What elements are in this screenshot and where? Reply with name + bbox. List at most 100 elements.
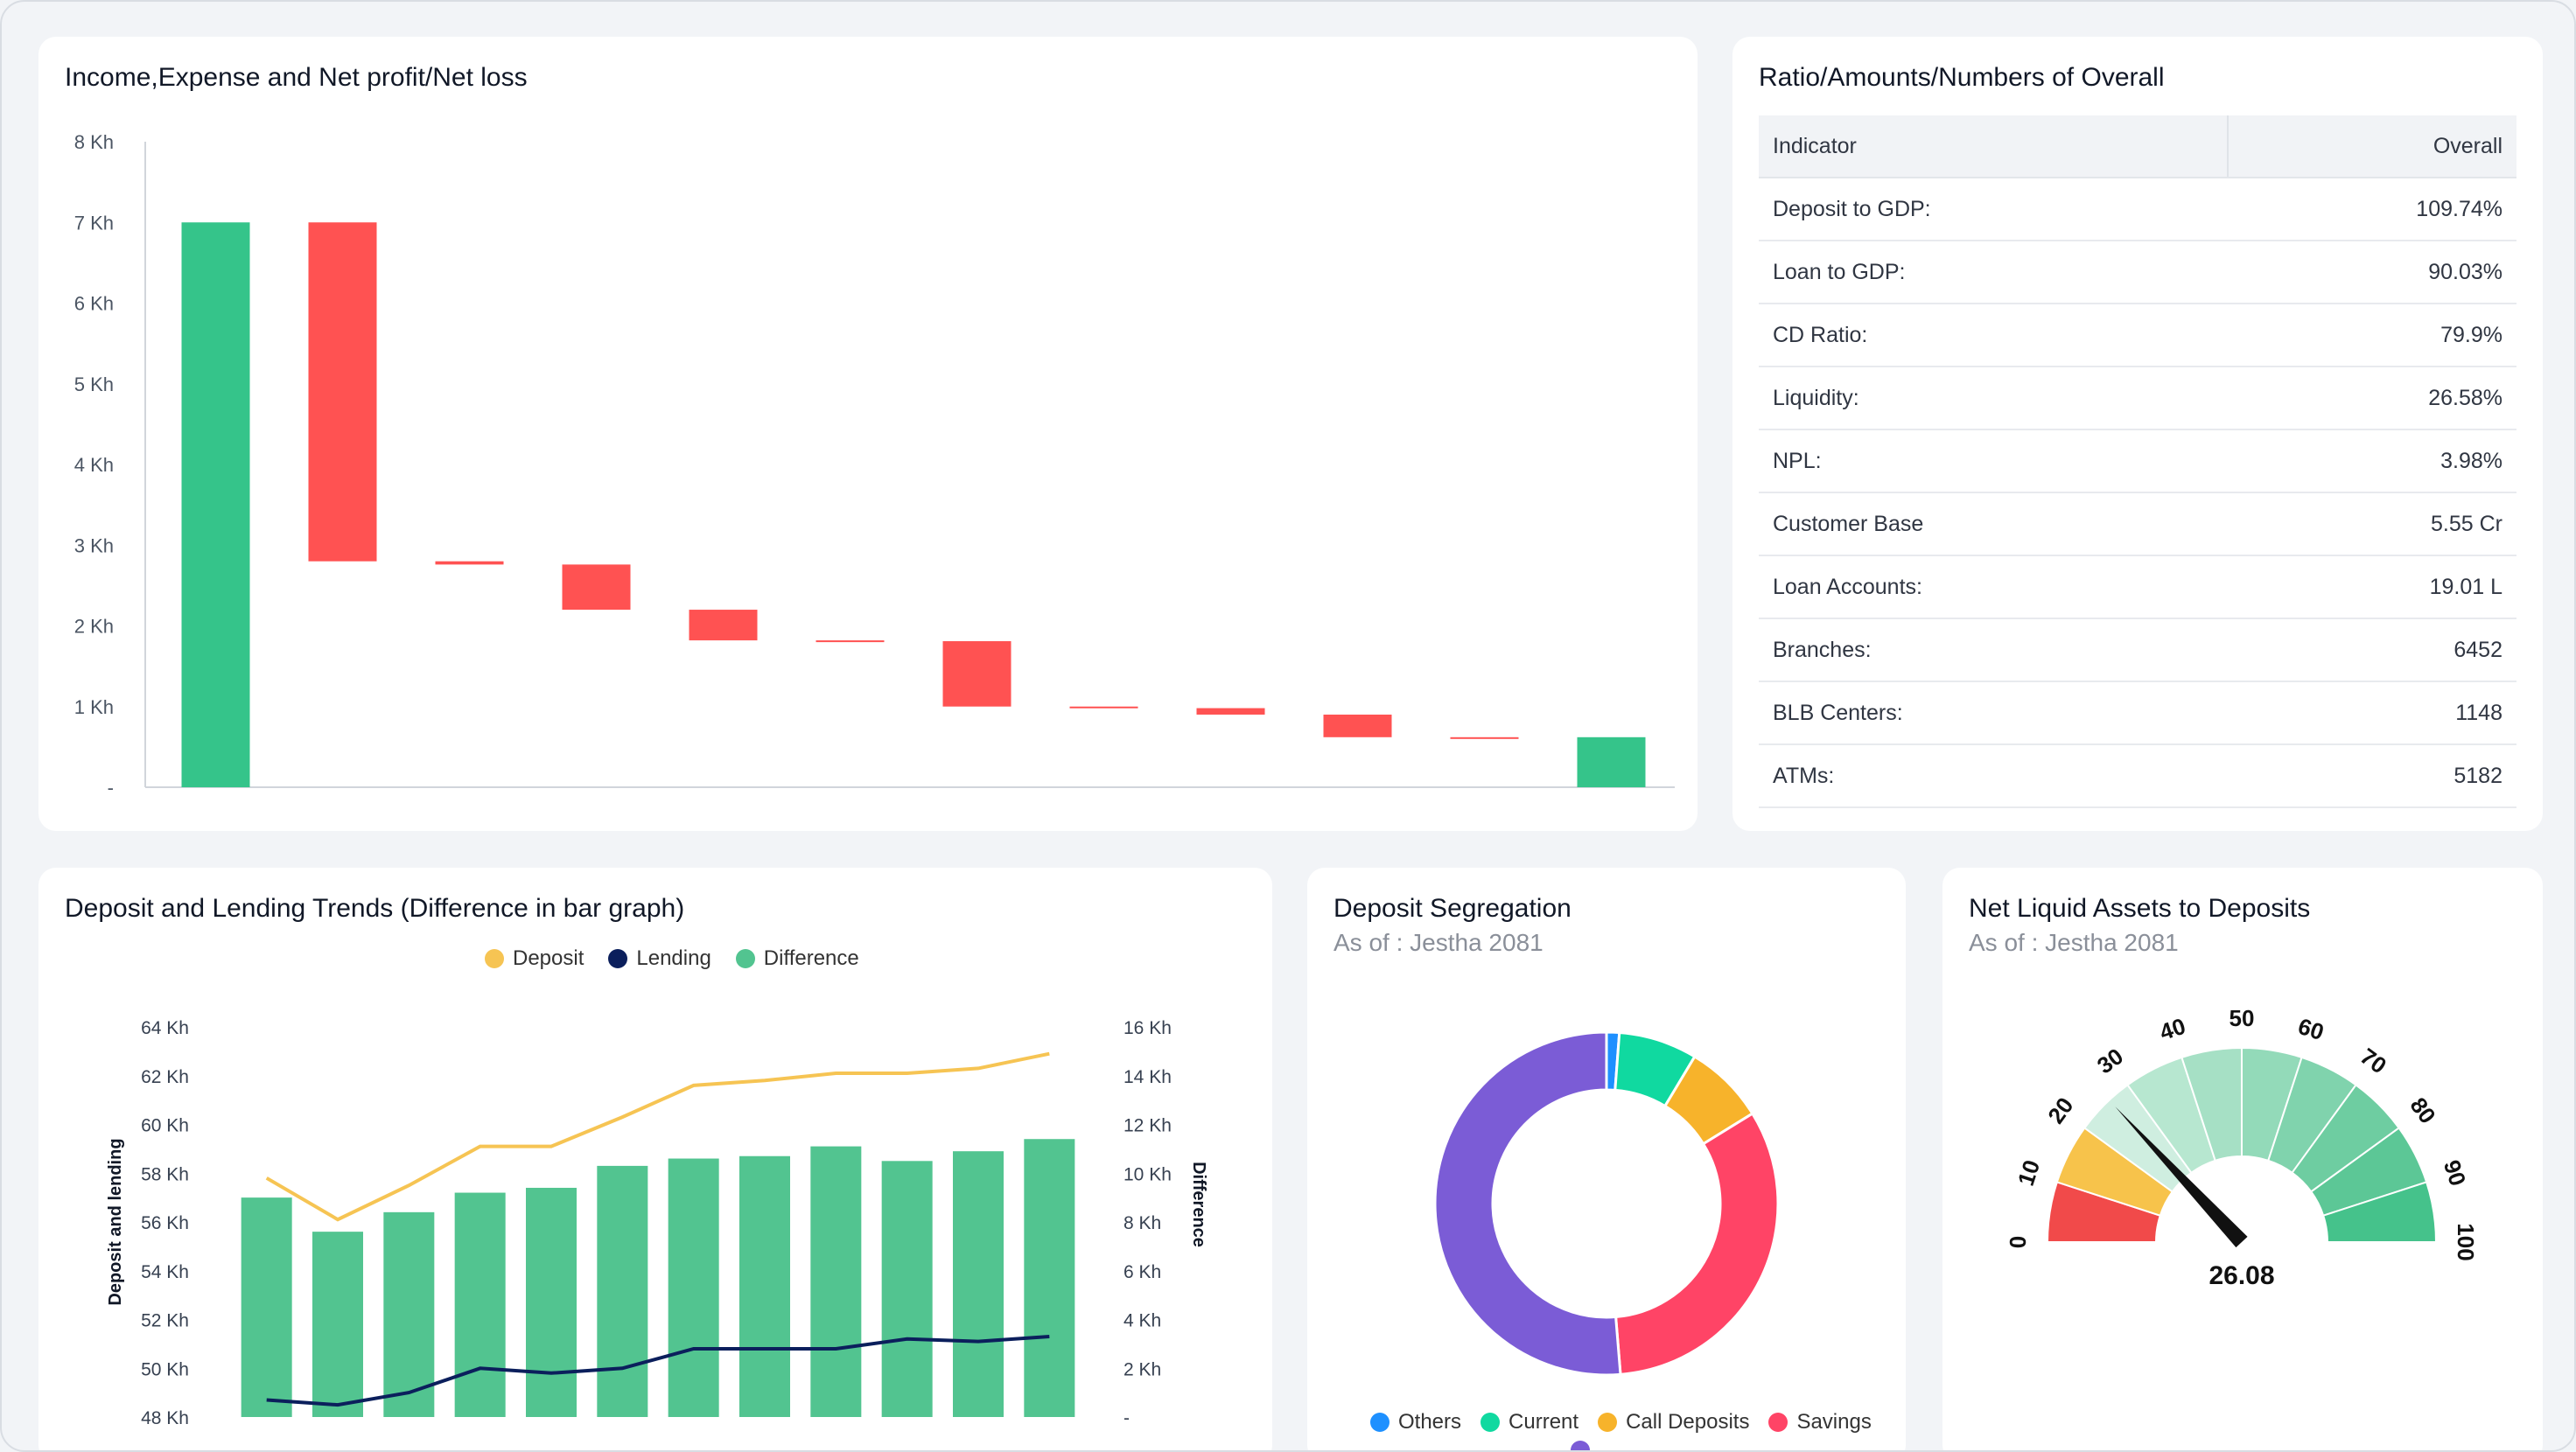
y-tick-label: 6 Kh bbox=[74, 293, 114, 315]
y-left-tick-label: 58 Kh bbox=[141, 1164, 189, 1184]
y-right-tick-label: - bbox=[1124, 1408, 1130, 1428]
table-row: Loan to GDP: 90.03% bbox=[1759, 241, 2516, 304]
legend-item-lending[interactable]: Lending bbox=[608, 946, 711, 971]
legend-dot-others bbox=[1370, 1413, 1390, 1432]
overall-value-cell: 1148 bbox=[2228, 681, 2516, 745]
y-right-tick-label: 10 Kh bbox=[1124, 1164, 1172, 1184]
y-tick-label: 1 Kh bbox=[74, 696, 114, 718]
table-row: Customer Base 5.55 Cr bbox=[1759, 492, 2516, 556]
legend-item-call-deposits[interactable]: Call Deposits bbox=[1598, 1410, 1749, 1435]
gauge-value-label: 26.08 bbox=[2208, 1261, 2274, 1290]
y-right-tick-label: 14 Kh bbox=[1124, 1067, 1172, 1087]
legend-dot-deposit bbox=[485, 949, 504, 968]
table-row: Liquidity: 26.58% bbox=[1759, 366, 2516, 430]
difference-bar bbox=[383, 1211, 435, 1417]
income-expense-card: Income,Expense and Net profit/Net loss 8… bbox=[38, 37, 1698, 831]
ratio-table: Indicator Overall Deposit to GDP: 109.74%… bbox=[1759, 115, 2516, 808]
y-tick-label: 3 Kh bbox=[74, 534, 114, 556]
overall-value-cell: 90.03% bbox=[2228, 241, 2516, 304]
deposit-segregation-card: Deposit Segregation As of : Jestha 2081 … bbox=[1307, 868, 1906, 1450]
donut-slice-fixed bbox=[1433, 1030, 1622, 1377]
y-tick-label: - bbox=[108, 777, 114, 799]
deposit-line bbox=[265, 1051, 1050, 1222]
y-left-tick-label: 50 Kh bbox=[141, 1359, 189, 1379]
table-row: NPL: 3.98% bbox=[1759, 429, 2516, 493]
waterfall-bar-expense bbox=[562, 564, 631, 611]
y-right-axis-title: Difference bbox=[1189, 1162, 1208, 1247]
legend-label-lending: Lending bbox=[636, 946, 711, 970]
y-left-tick-label: 56 Kh bbox=[141, 1213, 189, 1233]
gauge-tick-label: 10 bbox=[2012, 1157, 2045, 1190]
indicator-cell: ATMs: bbox=[1759, 744, 2229, 808]
segregation-subtitle: As of : Jestha 2081 bbox=[1334, 929, 1544, 956]
segregation-donut-chart bbox=[1433, 1030, 1780, 1450]
y-right-tick-label: 4 Kh bbox=[1124, 1311, 1161, 1331]
waterfall-bar-income bbox=[1577, 736, 1646, 787]
overall-value-cell: 5.55 Cr bbox=[2228, 492, 2516, 556]
waterfall-bar-expense bbox=[308, 222, 377, 562]
legend-item-others[interactable]: Others bbox=[1370, 1410, 1461, 1435]
overall-value-cell: 6452 bbox=[2228, 618, 2516, 682]
y-left-tick-label: 64 Kh bbox=[141, 1018, 189, 1038]
indicator-cell: Customer Base bbox=[1759, 492, 2229, 556]
ratio-table-header-row: Indicator Overall bbox=[1759, 115, 2516, 178]
gauge-tick-label: 30 bbox=[2092, 1043, 2128, 1079]
indicator-cell: Loan Accounts: bbox=[1759, 555, 2229, 619]
legend-item-savings[interactable]: Savings bbox=[1768, 1410, 1872, 1435]
indicator-cell: BLB Centers: bbox=[1759, 681, 2229, 745]
y-tick-label: 5 Kh bbox=[74, 373, 114, 395]
y-tick-label: 4 Kh bbox=[74, 454, 114, 476]
legend-dot-current bbox=[1480, 1413, 1501, 1432]
y-right-tick-label: 6 Kh bbox=[1124, 1262, 1161, 1282]
gauge-tick-label: 20 bbox=[2042, 1092, 2078, 1128]
y-right-tick-label: 12 Kh bbox=[1124, 1116, 1172, 1136]
legend-dot-difference bbox=[735, 949, 755, 968]
segregation-legend: Others Current Call Deposits Savings bbox=[1370, 1410, 1872, 1435]
legend-label-savings: Savings bbox=[1796, 1410, 1872, 1434]
table-row: ATMs: 5182 bbox=[1759, 744, 2516, 808]
legend-dot-lending bbox=[608, 949, 628, 968]
y-left-tick-label: 60 Kh bbox=[141, 1116, 189, 1136]
overall-value-cell: 3.98% bbox=[2228, 429, 2516, 493]
lending-line bbox=[266, 1335, 1050, 1407]
y-left-tick-label: 52 Kh bbox=[141, 1311, 189, 1331]
legend-item-current[interactable]: Current bbox=[1480, 1410, 1578, 1435]
legend-item-difference[interactable]: Difference bbox=[735, 946, 859, 971]
table-row: BLB Centers: 1148 bbox=[1759, 681, 2516, 745]
indicator-cell: NPL: bbox=[1759, 429, 2229, 493]
liquid-gauge-chart: 0 10 20 30 40 50 60 70 80 90 100 26.08 bbox=[2005, 1005, 2479, 1290]
waterfall-bar-expense bbox=[942, 641, 1012, 707]
gauge-tick-label: 60 bbox=[2295, 1013, 2328, 1045]
difference-bar bbox=[1024, 1139, 1075, 1417]
y-left-tick-label: 48 Kh bbox=[141, 1408, 189, 1428]
trends-chart: 64 Kh 62 Kh 60 Kh 58 Kh 56 Kh 54 Kh 52 Kh 50 Kh… bbox=[106, 1018, 1208, 1428]
ratio-table-card: Ratio/Amounts/Numbers of Overall Indicat… bbox=[1732, 37, 2543, 831]
table-row: Loan Accounts: 19.01 L bbox=[1759, 555, 2516, 619]
gauge-tick-label: 100 bbox=[2453, 1223, 2479, 1260]
legend-item-deposit[interactable]: Deposit bbox=[485, 946, 584, 971]
indicator-cell: Branches: bbox=[1759, 618, 2229, 682]
legend-label-others: Others bbox=[1398, 1410, 1462, 1434]
y-right-tick-label: 16 Kh bbox=[1124, 1018, 1172, 1038]
difference-bar bbox=[526, 1187, 577, 1417]
legend-dot-fixed bbox=[1571, 1441, 1590, 1450]
donut-slice-savings bbox=[1614, 1112, 1780, 1376]
legend-label-deposit: Deposit bbox=[513, 946, 584, 970]
waterfall-bar-expense bbox=[1323, 714, 1392, 737]
indicator-cell: Deposit to GDP: bbox=[1759, 178, 2229, 241]
segregation-title: Deposit Segregation bbox=[1334, 894, 1572, 923]
column-header-indicator[interactable]: Indicator bbox=[1759, 115, 2229, 178]
table-row: Branches: 6452 bbox=[1759, 618, 2516, 682]
y-tick-label: 8 Kh bbox=[74, 131, 114, 153]
waterfall-bar-expense bbox=[435, 561, 504, 565]
y-right-tick-label: 2 Kh bbox=[1124, 1359, 1161, 1379]
liquid-title: Net Liquid Assets to Deposits bbox=[1969, 894, 2311, 923]
waterfall-bar-expense bbox=[1450, 736, 1519, 739]
overall-value-cell: 79.9% bbox=[2228, 304, 2516, 367]
difference-bar bbox=[454, 1192, 506, 1417]
difference-bar bbox=[953, 1151, 1004, 1417]
gauge-tick-label: 50 bbox=[2230, 1005, 2255, 1031]
net-liquid-assets-card: Net Liquid Assets to Deposits As of : Je… bbox=[1942, 868, 2543, 1450]
column-header-overall[interactable]: Overall bbox=[2227, 115, 2516, 178]
